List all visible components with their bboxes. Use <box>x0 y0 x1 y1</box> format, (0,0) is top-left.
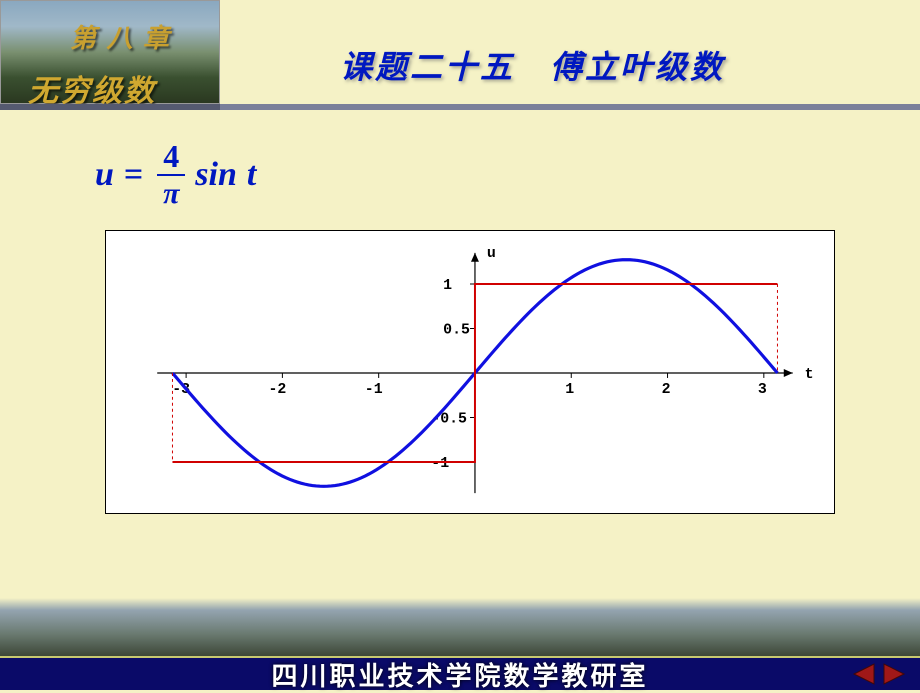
next-icon[interactable] <box>882 662 908 686</box>
svg-text:0.5: 0.5 <box>443 322 470 338</box>
svg-text:-2: -2 <box>268 382 286 398</box>
equation-var: t <box>247 156 256 194</box>
prev-icon[interactable] <box>850 662 876 686</box>
fraction-numerator: 4 <box>157 140 185 176</box>
equation-lhs: u <box>95 156 114 194</box>
svg-text:1: 1 <box>443 278 452 294</box>
svg-text:1: 1 <box>565 382 574 398</box>
svg-text:-1: -1 <box>365 382 383 398</box>
svg-text:3: 3 <box>758 382 767 398</box>
footer-text: 四川职业技术学院数学教研室 <box>271 656 648 693</box>
header-divider <box>220 104 920 110</box>
svg-text:-1: -1 <box>431 456 449 472</box>
chart: tu-3-2-1123-1-0.50.51 <box>105 230 835 514</box>
svg-text:u: u <box>487 246 496 262</box>
svg-text:-0.5: -0.5 <box>431 411 467 427</box>
svg-text:t: t <box>805 367 814 383</box>
fraction-denominator: π <box>163 176 179 209</box>
header-divider-left <box>0 104 220 110</box>
equation: u = 4 π sin t <box>95 140 256 209</box>
equation-fraction: 4 π <box>157 140 185 209</box>
footer-photo <box>0 582 920 662</box>
equation-func: sin <box>195 156 237 194</box>
chart-svg: tu-3-2-1123-1-0.50.51 <box>106 231 834 513</box>
chapter-label: 第 八 章 <box>70 18 171 55</box>
header: 第 八 章 无穷级数 课题二十五 傅立叶级数 <box>0 0 920 118</box>
page-title: 课题二十五 傅立叶级数 <box>340 42 725 88</box>
footer-bar: 四川职业技术学院数学教研室 <box>0 656 920 690</box>
svg-text:2: 2 <box>662 382 671 398</box>
equation-equals: = <box>124 156 143 194</box>
nav-icons <box>850 662 908 686</box>
